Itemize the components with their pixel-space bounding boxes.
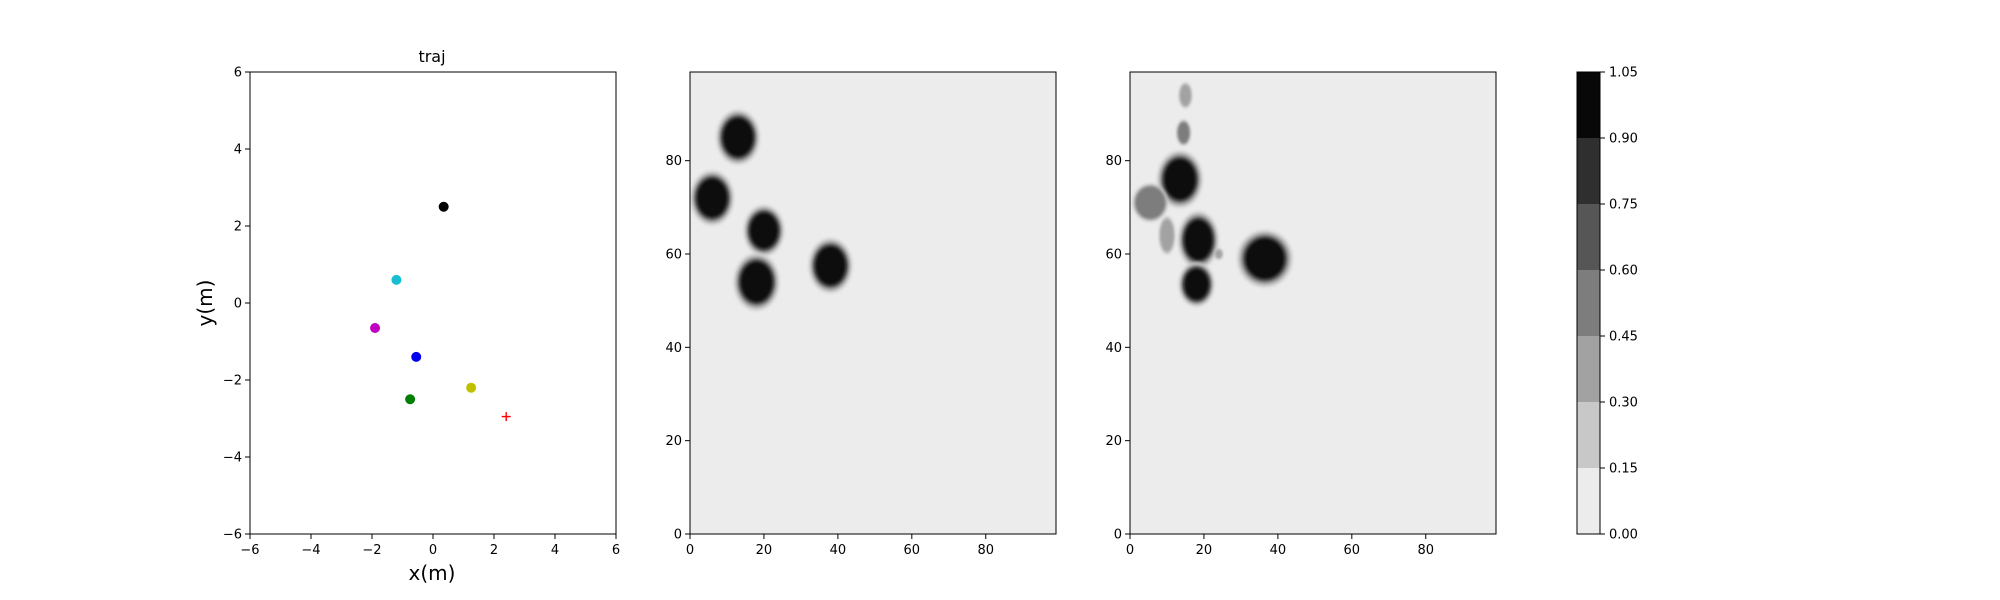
pred-obstacle [1157, 150, 1203, 208]
colorbar-bands [1577, 72, 1600, 534]
map-obstacles [690, 110, 852, 311]
map-x-ticks: 0 20 40 60 80 [686, 534, 994, 558]
traj-y-tick-label: 4 [234, 143, 242, 158]
colorbar-tick-label: 0.60 [1609, 264, 1638, 279]
occupancy-map-panel: 0 20 40 60 80 0 20 40 60 80 [665, 71, 1057, 558]
pred-y-tick-label: 0 [1114, 528, 1122, 543]
pred-x-tick-label: 80 [1417, 543, 1434, 558]
traj-y-axis-label: y(m) [193, 280, 217, 327]
map-x-tick-label: 80 [977, 543, 994, 558]
map-axes-frame [689, 71, 1057, 535]
colorbar-band [1577, 72, 1600, 138]
pred-obstacle [1215, 248, 1223, 260]
map-y-tick-label: 40 [665, 341, 682, 356]
pred-obstacle [1179, 262, 1215, 307]
agent-point [405, 394, 416, 405]
pred-obstacle [1177, 120, 1191, 146]
traj-x-tick-label: −2 [362, 543, 381, 558]
trajectory-panel: traj −6 −4 −2 0 2 4 6 −6 −4 −2 0 2 4 6 x(m) y(m) [193, 47, 620, 585]
agent-point [411, 351, 422, 362]
colorbar-tick-label: 0.00 [1609, 528, 1638, 543]
colorbar-tick-label: 0.15 [1609, 462, 1638, 477]
pred-y-tick-label: 80 [1105, 154, 1122, 169]
agent-point [438, 201, 449, 212]
agent-point [370, 323, 381, 334]
pred-x-ticks: 0 20 40 60 80 [1126, 534, 1434, 558]
map-y-tick-label: 20 [665, 434, 682, 449]
map-y-tick-label: 60 [665, 248, 682, 263]
traj-axes-frame [249, 71, 617, 535]
pred-y-tick-label: 60 [1105, 248, 1122, 263]
traj-x-tick-label: 2 [490, 543, 498, 558]
traj-x-ticks: −6 −4 −2 0 2 4 6 [240, 534, 620, 558]
traj-title: traj [418, 47, 445, 66]
colorbar-tick-label: 0.90 [1609, 132, 1638, 147]
map-x-tick-label: 40 [830, 543, 847, 558]
colorbar-tick-label: 0.45 [1609, 330, 1638, 345]
pred-y-tick-label: 40 [1105, 341, 1122, 356]
pred-axes-frame [1129, 71, 1497, 535]
colorbar-band [1577, 204, 1600, 270]
map-obstacle [809, 238, 852, 293]
traj-x-tick-label: 0 [429, 543, 437, 558]
colorbar-ticks: 0.00 0.15 0.30 0.45 0.60 0.75 0.90 1.05 [1600, 66, 1638, 543]
goal-marker [501, 412, 511, 422]
pred-x-tick-label: 40 [1270, 543, 1287, 558]
traj-x-tick-label: −4 [301, 543, 320, 558]
map-x-tick-label: 60 [904, 543, 921, 558]
pred-y-tick-label: 20 [1105, 434, 1122, 449]
traj-x-axis-label: x(m) [409, 561, 456, 585]
traj-y-tick-label: −2 [223, 374, 242, 389]
predicted-map-panel: 0 20 40 60 80 0 20 40 60 80 [1105, 71, 1497, 558]
map-y-tick-label: 0 [674, 528, 682, 543]
traj-y-tick-label: 6 [234, 66, 242, 81]
pred-x-tick-label: 60 [1344, 543, 1361, 558]
map-y-ticks: 0 20 40 60 80 [665, 154, 690, 543]
map-obstacle [743, 205, 784, 256]
traj-y-tick-label: −4 [223, 451, 242, 466]
map-obstacle [690, 170, 734, 226]
traj-y-tick-label: −6 [223, 528, 242, 543]
map-obstacle [716, 110, 760, 165]
pred-y-ticks: 0 20 40 60 80 [1105, 154, 1130, 543]
traj-y-tick-label: 2 [234, 220, 242, 235]
traj-points [370, 201, 511, 422]
colorbar-band [1577, 336, 1600, 402]
colorbar-frame [1576, 71, 1601, 535]
traj-y-ticks: −6 −4 −2 0 2 4 6 [223, 66, 250, 543]
agent-point [466, 382, 477, 393]
traj-x-tick-label: 4 [551, 543, 559, 558]
agent-point [391, 274, 402, 285]
map-y-tick-label: 80 [665, 154, 682, 169]
pred-x-tick-label: 0 [1126, 543, 1134, 558]
traj-x-tick-label: −6 [240, 543, 259, 558]
colorbar-tick-label: 1.05 [1609, 66, 1638, 81]
colorbar-band [1577, 270, 1600, 336]
traj-y-tick-label: 0 [234, 297, 242, 312]
map-obstacle [734, 253, 780, 311]
colorbar: 0.00 0.15 0.30 0.45 0.60 0.75 0.90 1.05 [1576, 66, 1638, 543]
pred-obstacle [1132, 183, 1168, 222]
map-x-tick-label: 0 [686, 543, 694, 558]
colorbar-band [1577, 138, 1600, 204]
pred-obstacle [1179, 82, 1192, 108]
pred-obstacle [1237, 230, 1293, 288]
colorbar-band [1577, 402, 1600, 468]
colorbar-tick-label: 0.75 [1609, 198, 1638, 213]
pred-obstacles [1132, 82, 1293, 307]
colorbar-tick-label: 0.30 [1609, 396, 1638, 411]
pred-obstacle [1178, 211, 1219, 269]
pred-obstacle [1159, 216, 1175, 255]
colorbar-band [1577, 468, 1600, 534]
traj-x-tick-label: 6 [612, 543, 620, 558]
pred-x-tick-label: 20 [1196, 543, 1213, 558]
map-x-tick-label: 20 [756, 543, 773, 558]
